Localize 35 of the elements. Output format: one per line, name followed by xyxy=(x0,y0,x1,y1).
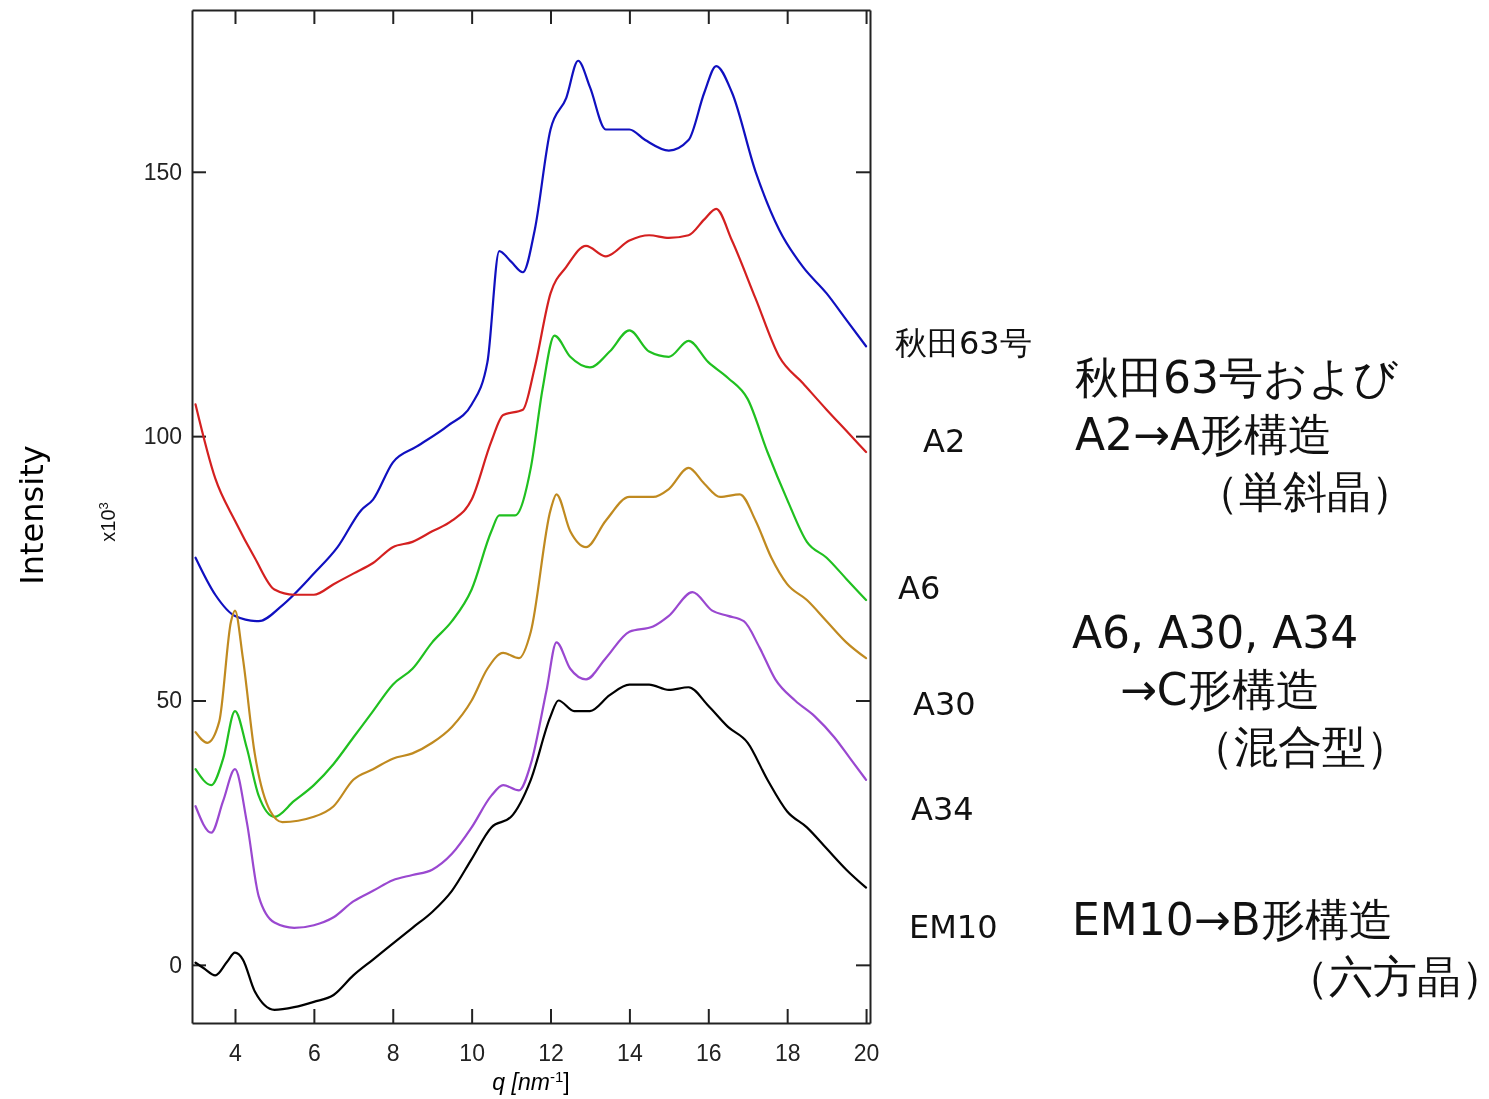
y-tick-label: 0 xyxy=(169,951,182,978)
line-series xyxy=(194,683,868,1011)
series-label: A30 xyxy=(913,685,976,723)
text: 秋田63号および xyxy=(1075,352,1398,403)
series-label: EM10 xyxy=(909,908,998,946)
text: （単斜晶） xyxy=(1195,466,1415,517)
text: A2→A形構造 xyxy=(1075,409,1333,460)
y-tick-label: 50 xyxy=(156,687,182,714)
x-tick-label: 20 xyxy=(853,1040,880,1067)
x-tick-label: 4 xyxy=(229,1040,243,1067)
line-series xyxy=(194,59,868,623)
line-series xyxy=(194,329,868,818)
series-label: A2 xyxy=(923,422,966,460)
x-tick-label: 10 xyxy=(459,1040,485,1067)
text: →C形構造 xyxy=(1120,664,1320,715)
x-tick-label: 18 xyxy=(774,1040,801,1067)
line-series xyxy=(194,591,868,929)
series-label: 秋田63号 xyxy=(895,324,1032,362)
x-axis-title: q [nm$^{-1}$] xyxy=(492,1067,570,1095)
x-tick-label: 6 xyxy=(307,1040,321,1067)
x-tick-label: 12 xyxy=(538,1040,564,1067)
text: （六方晶） xyxy=(1285,951,1489,1002)
y-tick-label: 100 xyxy=(143,423,182,449)
x-tick-label: 14 xyxy=(617,1040,643,1067)
text: EM10→B形構造 xyxy=(1072,894,1393,945)
series-label: A34 xyxy=(911,790,974,828)
line-series xyxy=(194,466,868,824)
y-axis-title: Intensity xyxy=(13,445,51,585)
x-tick-label: 16 xyxy=(695,1040,722,1067)
line-series xyxy=(194,207,868,596)
y-tick-label: 150 xyxy=(143,158,182,185)
series-label: A6 xyxy=(898,569,941,607)
text: A6, A30, A34 xyxy=(1072,607,1359,658)
text: （混合型） xyxy=(1190,721,1410,772)
x-tick-label: 8 xyxy=(386,1040,400,1067)
